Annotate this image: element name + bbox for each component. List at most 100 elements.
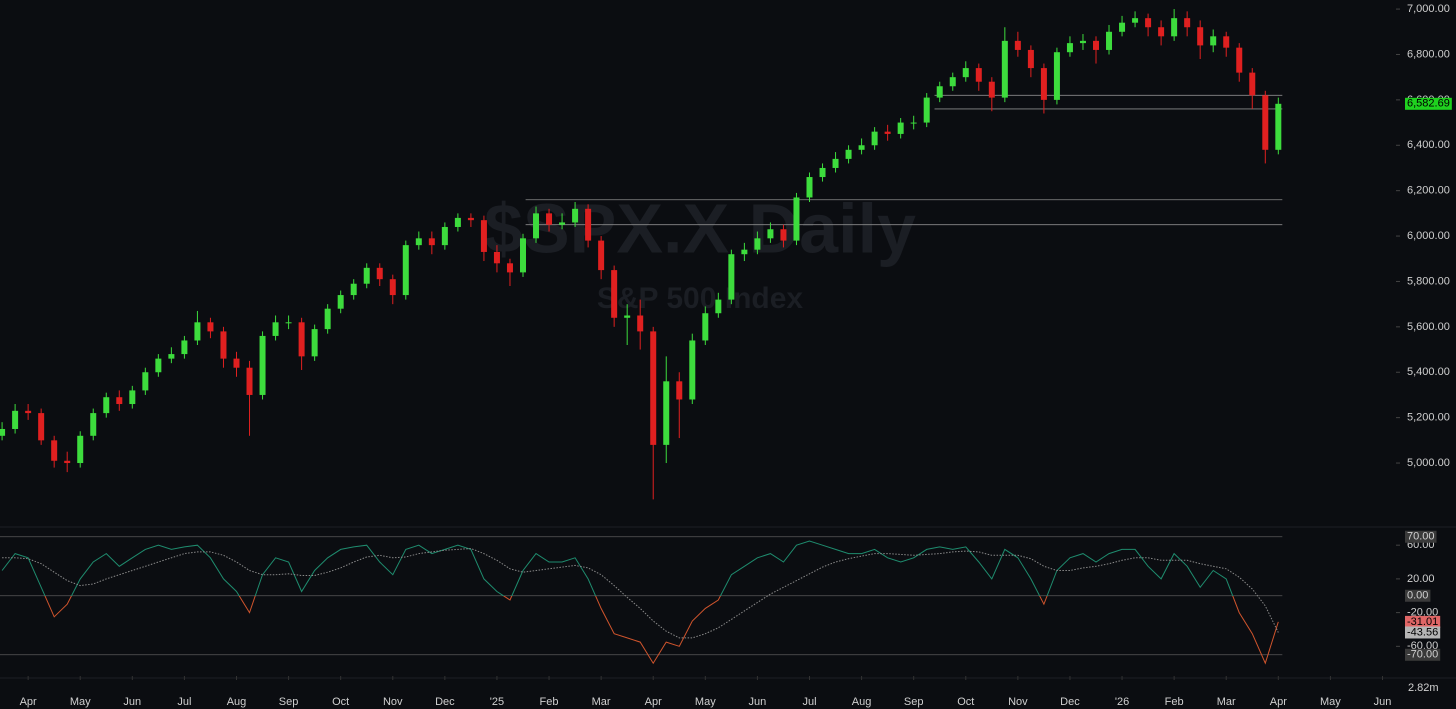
candle-body — [1079, 40, 1086, 44]
candle-body — [1106, 31, 1113, 50]
candle-body — [533, 213, 540, 239]
candle-body — [949, 77, 956, 87]
x-tick-label: Oct — [332, 696, 349, 708]
candle-body — [1223, 36, 1230, 48]
candle-body — [975, 68, 982, 82]
candle-body — [936, 86, 943, 98]
x-tick-label: Jun — [123, 696, 141, 708]
candle-body — [493, 251, 500, 264]
candle-body — [207, 322, 214, 332]
candle-body — [1145, 18, 1152, 28]
candle-body — [650, 331, 657, 445]
value-box — [1405, 589, 1431, 602]
candle-body — [923, 97, 930, 123]
candle-body — [910, 122, 917, 124]
candle-body — [767, 229, 774, 239]
candle-body — [298, 322, 305, 357]
candle-body — [103, 397, 110, 414]
candle-body — [624, 315, 631, 318]
level-label: 70.00 — [1407, 531, 1435, 543]
candle-body — [1236, 47, 1243, 73]
candle-body — [1053, 52, 1060, 100]
x-tick-label: Sep — [279, 696, 299, 708]
candle-body — [324, 308, 331, 330]
candle-body — [754, 238, 761, 250]
y-tick-label: 5,000.00 — [1407, 457, 1450, 469]
x-tick-label: May — [1320, 696, 1341, 708]
x-tick-label: Jun — [1374, 696, 1392, 708]
candle-body — [572, 208, 579, 223]
x-tick-label: '25 — [490, 696, 504, 708]
candle-body — [559, 222, 566, 225]
watermark-title: $SPX.X Daily — [484, 189, 916, 267]
candle-body — [897, 122, 904, 134]
x-tick-label: Apr — [645, 696, 662, 708]
candle-body — [168, 354, 175, 359]
candle-body — [689, 340, 696, 400]
candle-body — [988, 81, 995, 98]
candle-body — [1210, 36, 1217, 46]
level-label: -70.00 — [1407, 649, 1438, 661]
candle-body — [1040, 68, 1047, 100]
y-tick-label: 7,000.00 — [1407, 3, 1450, 15]
last-price-label: 6,582.69 — [1407, 98, 1450, 110]
y-tick-label: 5,800.00 — [1407, 275, 1450, 287]
candle-body — [415, 238, 422, 246]
y-tick-label: 6,200.00 — [1407, 185, 1450, 197]
candle-body — [454, 217, 461, 227]
candle-body — [337, 295, 344, 309]
x-tick-label: Jul — [802, 696, 816, 708]
x-tick-label: Jul — [177, 696, 191, 708]
candle-body — [12, 410, 19, 429]
candle-body — [467, 217, 474, 221]
y-tick-label: 6,800.00 — [1407, 48, 1450, 60]
x-tick-label: May — [695, 696, 716, 708]
candle-body — [1001, 40, 1008, 98]
candle-body — [428, 238, 435, 246]
candle-body — [663, 381, 670, 445]
candle-body — [741, 249, 748, 255]
x-tick-label: Nov — [1008, 696, 1028, 708]
candle-body — [1066, 43, 1073, 53]
last-value-label: -43.56 — [1407, 626, 1438, 638]
candle-body — [389, 279, 396, 296]
y-tick-label: 6,000.00 — [1407, 230, 1450, 242]
x-tick-label: Sep — [904, 696, 924, 708]
candle-body — [1014, 40, 1021, 50]
x-tick-label: Jun — [749, 696, 767, 708]
value-box — [1405, 648, 1441, 661]
candle-body — [1249, 72, 1256, 96]
candle-body — [585, 208, 592, 241]
x-tick-label: Apr — [20, 696, 37, 708]
candle-body — [1262, 95, 1269, 150]
volume-scale: 2.82m — [1408, 682, 1439, 694]
candle-body — [363, 267, 370, 284]
candle-body — [1184, 18, 1191, 28]
x-tick-label: Dec — [1060, 696, 1080, 708]
candle-body — [233, 358, 240, 368]
candle-body — [77, 435, 84, 464]
value-box — [1405, 615, 1441, 628]
candle-body — [962, 68, 969, 78]
indicator-line — [2, 547, 1279, 639]
candle-body — [285, 322, 292, 324]
candle-body — [25, 410, 32, 414]
y-tick-label: 20.00 — [1407, 573, 1435, 585]
candle-body — [546, 213, 553, 225]
candle-body — [480, 220, 487, 252]
candle-body — [858, 145, 865, 150]
candle-body — [220, 331, 227, 359]
candle-body — [519, 238, 526, 273]
candle-body — [129, 390, 136, 405]
candle-body — [715, 299, 722, 314]
candle-body — [806, 177, 813, 198]
x-tick-label: Aug — [227, 696, 247, 708]
x-tick-label: Apr — [1270, 696, 1287, 708]
candle-body — [90, 413, 97, 436]
value-box — [1405, 530, 1437, 543]
y-tick-label: 5,200.00 — [1407, 412, 1450, 424]
watermark-subtitle: S&P 500 Index — [597, 282, 804, 315]
